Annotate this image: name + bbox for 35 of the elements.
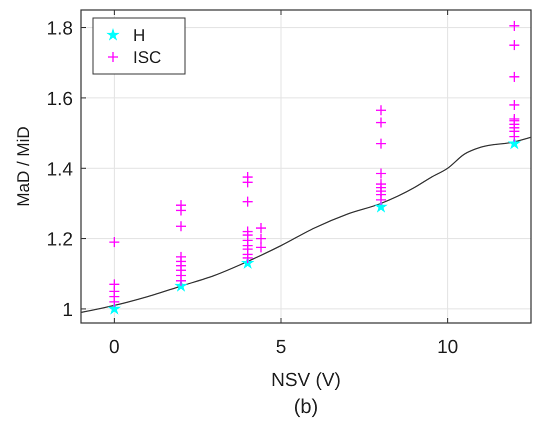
x-tick-label: 0 <box>109 337 120 358</box>
point <box>508 71 520 82</box>
point <box>375 138 387 150</box>
y-tick-label: 1.8 <box>46 18 73 40</box>
point <box>375 104 387 116</box>
y-axis-title: MaD / MiD <box>14 126 33 207</box>
point <box>108 296 120 308</box>
point <box>508 20 520 32</box>
point <box>508 40 520 51</box>
point <box>242 252 254 264</box>
y-tick-label: 1.4 <box>46 159 74 180</box>
x-tick-label: 5 <box>276 337 286 358</box>
line-series <box>80 136 532 314</box>
point <box>255 222 267 234</box>
point <box>175 275 187 286</box>
point <box>375 194 387 206</box>
text: (b) <box>294 396 318 418</box>
point <box>375 168 387 180</box>
point <box>175 220 187 232</box>
point <box>242 176 254 188</box>
x-tick-label: 10 <box>437 337 458 358</box>
legend-label: ISC <box>133 48 162 67</box>
point <box>375 116 387 128</box>
point <box>255 242 267 254</box>
x-axis-title: NSV (V) <box>271 370 341 391</box>
point <box>242 196 254 208</box>
y-tick-label: 1.2 <box>46 230 73 251</box>
point <box>108 236 120 248</box>
point <box>508 130 520 142</box>
point <box>175 204 187 216</box>
point <box>255 232 267 244</box>
legend-label: H <box>133 26 146 45</box>
point <box>508 99 520 111</box>
y-tick-label: 1 <box>62 300 73 321</box>
y-tick-label: 1.6 <box>46 88 73 110</box>
